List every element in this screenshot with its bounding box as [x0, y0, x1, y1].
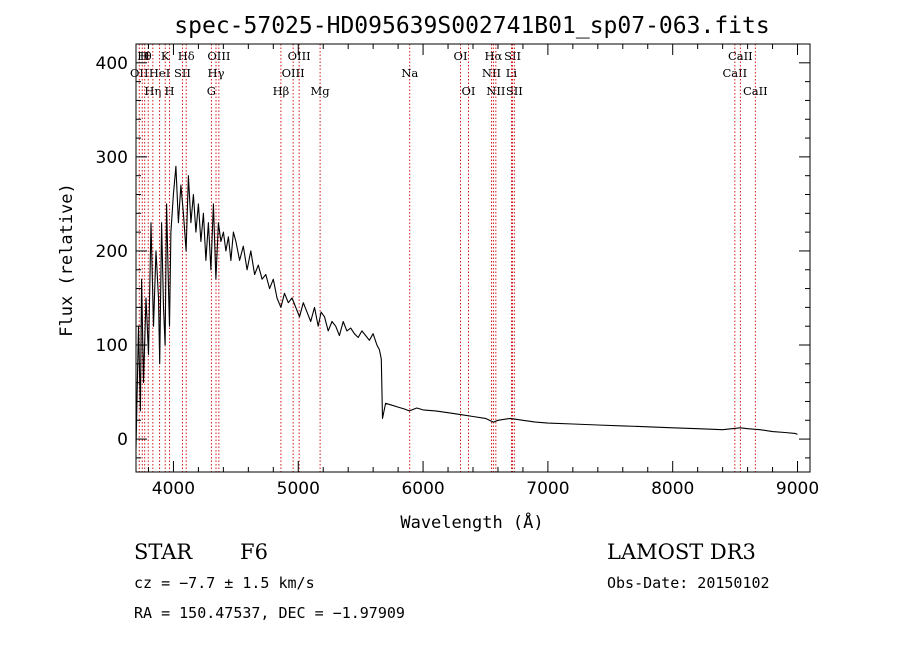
spectral-line-label: SII [506, 84, 523, 98]
spectral-line-label: NII [482, 66, 501, 80]
spectral-line-label: G [207, 84, 216, 98]
x-tick-label: 8000 [651, 479, 694, 499]
object-subclass: F6 [240, 540, 268, 564]
x-tick-label: 5000 [277, 479, 320, 499]
survey-name: LAMOST DR3 [607, 540, 756, 564]
y-tick-label: 200 [96, 242, 128, 262]
spectral-line-label: OIII [288, 49, 311, 63]
y-tick-label: 400 [96, 54, 128, 74]
spectral-line-label: OI [462, 84, 476, 98]
spectral-line-label: CaII [722, 66, 747, 80]
spectral-line-label: θ [145, 49, 152, 63]
spectral-line-label: NII [486, 84, 505, 98]
redshift-readout: cz = −7.7 ± 1.5 km/s [134, 574, 315, 592]
spectral-line-label: Hβ [273, 84, 290, 98]
x-tick-label: 6000 [401, 479, 444, 499]
x-axis-label: Wavelength (Å) [400, 511, 543, 533]
chart-title: spec-57025-HD095639S002741B01_sp07-063.f… [174, 13, 769, 39]
spectral-line-label: Mg [311, 84, 331, 98]
spectral-line-label: OI [454, 49, 468, 63]
spectral-line-label: OIII [282, 66, 305, 80]
spectrum-series-line [135, 165, 798, 449]
obs-date: Obs-Date: 20150102 [607, 574, 770, 592]
y-tick-label: 300 [96, 148, 128, 168]
spectral-line-label: Hη [144, 84, 161, 98]
spectral-line-label: Hδ [178, 49, 195, 63]
y-tick-label: 0 [117, 430, 128, 450]
y-tick-label: 100 [96, 336, 128, 356]
spectral-line-label: CaII [743, 84, 768, 98]
spectral-line-label: SII [174, 66, 191, 80]
spectral-line-label: CaII [728, 49, 753, 63]
spectral-line-label: H [137, 49, 147, 63]
y-axis-label: Flux (relative) [57, 183, 77, 337]
coordinates-readout: RA = 150.47537, DEC = −1.97909 [134, 604, 405, 622]
spectral-line-label: Hγ [208, 66, 225, 80]
spectral-line-label: SII [504, 49, 521, 63]
x-tick-label: 7000 [526, 479, 569, 499]
spectral-line-label: Li [506, 66, 518, 80]
object-type: STAR [134, 540, 193, 564]
spectral-line-label: OII [130, 66, 149, 80]
spectral-line-label: Hα [484, 49, 502, 63]
x-tick-label: 9000 [776, 479, 819, 499]
spectral-line-label: HeI [149, 66, 170, 80]
spectral-line-label: K [161, 49, 170, 63]
x-tick-label: 4000 [152, 479, 195, 499]
spectral-line-label: H [140, 49, 150, 63]
spectral-line-label: OIII [207, 49, 230, 63]
plot-frame [135, 43, 811, 473]
spectral-line-label: H [165, 84, 175, 98]
spectral-line-label: Na [401, 66, 418, 80]
